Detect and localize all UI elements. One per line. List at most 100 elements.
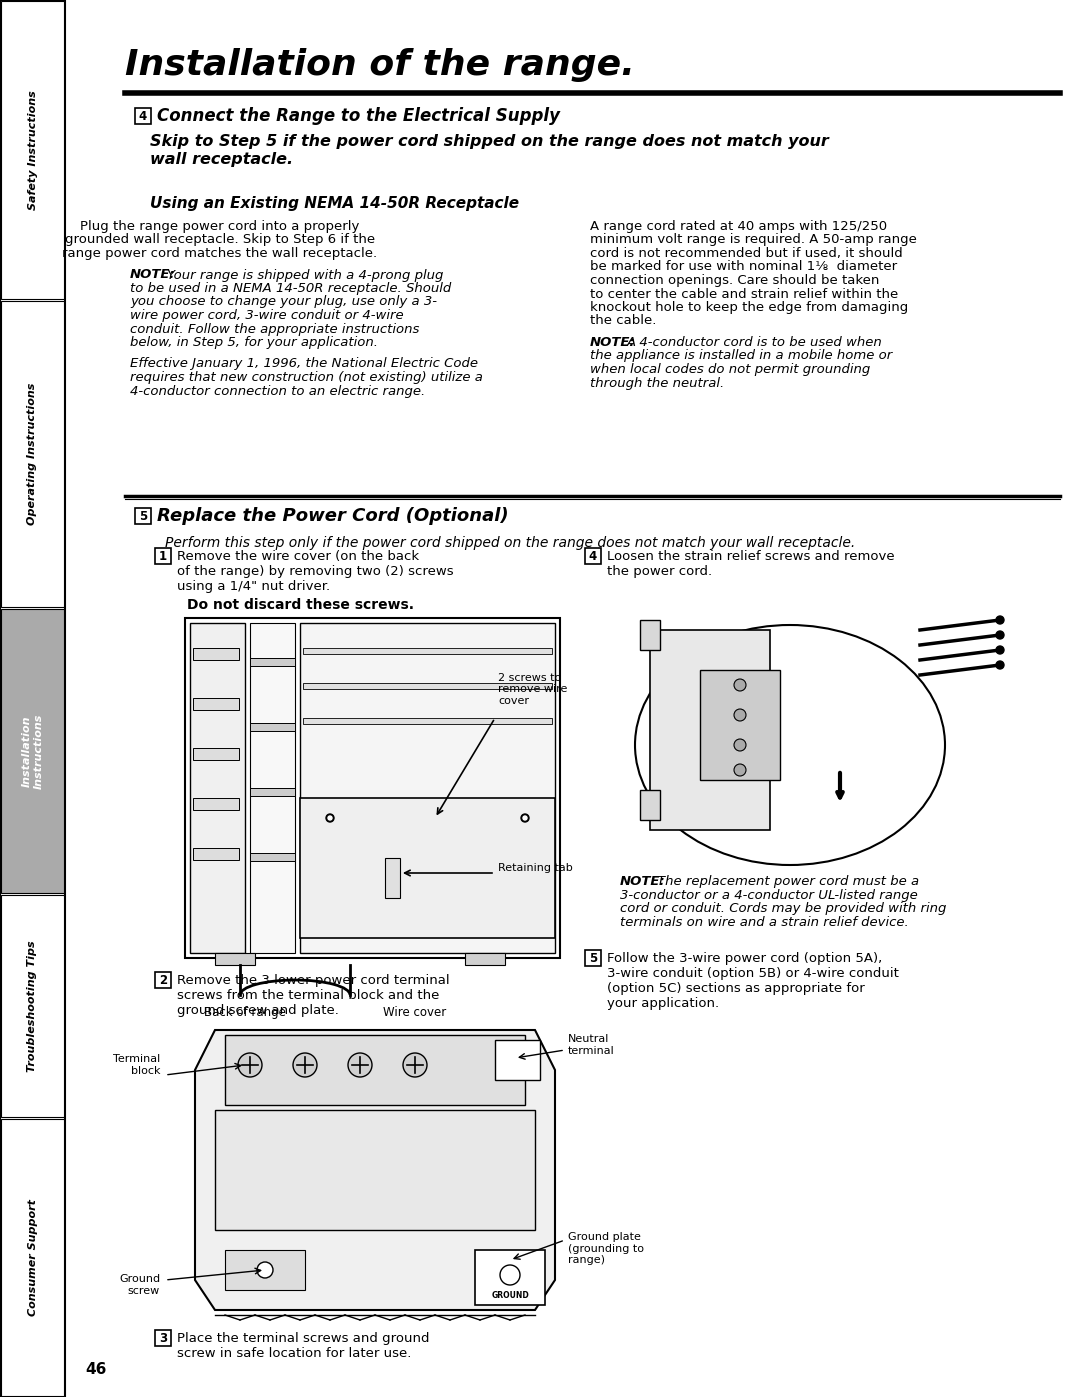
Circle shape [734,679,746,692]
Bar [585,950,600,965]
Circle shape [500,1266,519,1285]
Bar [700,671,780,780]
Bar [225,1035,525,1105]
Polygon shape [195,1030,555,1310]
Text: Your range is shipped with a 4-prong plug: Your range is shipped with a 4-prong plu… [167,268,444,282]
Text: to be used in a NEMA 14-50R receptacle. Should: to be used in a NEMA 14-50R receptacle. … [130,282,451,295]
Text: 4: 4 [589,549,597,563]
Bar [249,724,295,731]
Bar [156,972,171,988]
Text: through the neutral.: through the neutral. [590,377,725,390]
Text: The replacement power cord must be a: The replacement power cord must be a [657,875,919,888]
Bar [303,718,552,724]
Text: Effective January 1, 1996, the National Electric Code: Effective January 1, 1996, the National … [130,358,478,370]
Text: 4-conductor connection to an electric range.: 4-conductor connection to an electric ra… [130,384,426,398]
Text: Wire cover: Wire cover [383,1006,447,1018]
Bar [193,648,239,659]
Text: knockout hole to keep the edge from damaging: knockout hole to keep the edge from dama… [590,300,908,314]
Bar [1,895,64,1116]
Bar [193,747,239,760]
Bar [249,854,295,861]
Text: Ground
screw: Ground screw [119,1274,160,1296]
Bar [300,798,555,937]
Text: Loosen the strain relief screws and remove
the power cord.: Loosen the strain relief screws and remo… [607,550,894,578]
Text: cord or conduit. Cords may be provided with ring: cord or conduit. Cords may be provided w… [620,902,946,915]
Bar [215,953,255,965]
Circle shape [734,764,746,775]
Text: NOTE:: NOTE: [620,875,665,888]
Text: Connect the Range to the Electrical Supply: Connect the Range to the Electrical Supp… [157,108,561,124]
Text: grounded wall receptacle. Skip to Step 6 if the: grounded wall receptacle. Skip to Step 6… [65,233,375,246]
Bar [135,108,151,124]
Circle shape [734,739,746,752]
Text: A 4-conductor cord is to be used when: A 4-conductor cord is to be used when [627,337,882,349]
Circle shape [238,1053,262,1077]
Text: Retaining tab: Retaining tab [498,863,572,873]
Bar [650,630,770,830]
Text: terminals on wire and a strain relief device.: terminals on wire and a strain relief de… [620,915,908,929]
Bar [193,698,239,710]
Text: requires that new construction (not existing) utilize a: requires that new construction (not exis… [130,372,483,384]
Text: be marked for use with nominal 1⅛  diameter: be marked for use with nominal 1⅛ diamet… [590,260,897,274]
Text: Back of range: Back of range [204,1006,286,1018]
Circle shape [996,645,1004,654]
Bar [640,620,660,650]
Text: Remove the wire cover (on the back
of the range) by removing two (2) screws
usin: Remove the wire cover (on the back of th… [177,550,454,592]
Text: wire power cord, 3-wire conduit or 4-wire: wire power cord, 3-wire conduit or 4-wir… [130,309,404,321]
Bar [1,1119,64,1396]
Text: minimum volt range is required. A 50-amp range: minimum volt range is required. A 50-amp… [590,233,917,246]
Bar [193,798,239,810]
Bar [384,858,400,898]
Bar [249,623,295,953]
Text: 5: 5 [139,510,147,522]
Bar [640,789,660,820]
Bar [495,1039,540,1080]
Text: Troubleshooting Tips: Troubleshooting Tips [27,940,38,1071]
Text: the appliance is installed in a mobile home or: the appliance is installed in a mobile h… [590,349,892,362]
Text: 4: 4 [139,109,147,123]
Circle shape [523,816,527,820]
Text: when local codes do not permit grounding: when local codes do not permit grounding [590,363,870,376]
Bar [156,548,171,564]
Bar [465,953,505,965]
Bar [225,1250,305,1289]
Circle shape [996,661,1004,669]
Text: you choose to change your plug, use only a 3-: you choose to change your plug, use only… [130,296,437,309]
Circle shape [348,1053,372,1077]
Text: Skip to Step 5 if the power cord shipped on the range does not match your: Skip to Step 5 if the power cord shipped… [150,134,828,149]
Text: A range cord rated at 40 amps with 125/250: A range cord rated at 40 amps with 125/2… [590,219,887,233]
Text: 46: 46 [85,1362,106,1377]
Circle shape [996,631,1004,638]
Text: 3: 3 [159,1331,167,1344]
Text: 3-conductor or a 4-conductor UL-listed range: 3-conductor or a 4-conductor UL-listed r… [620,888,918,901]
Bar [303,683,552,689]
Text: Safety Instructions: Safety Instructions [27,91,38,210]
Bar [249,658,295,666]
Text: below, in Step 5, for your application.: below, in Step 5, for your application. [130,337,378,349]
Circle shape [734,710,746,721]
Text: Remove the 3 lower power cord terminal
screws from the terminal block and the
gr: Remove the 3 lower power cord terminal s… [177,974,449,1017]
Text: Installation
Instructions: Installation Instructions [22,714,43,788]
Bar [300,623,555,953]
Circle shape [293,1053,318,1077]
Circle shape [257,1261,273,1278]
Text: connection openings. Care should be taken: connection openings. Care should be take… [590,274,879,286]
Text: to center the cable and strain relief within the: to center the cable and strain relief wi… [590,288,899,300]
Text: Neutral
terminal: Neutral terminal [568,1034,615,1056]
Circle shape [996,616,1004,624]
Text: Do not discard these screws.: Do not discard these screws. [187,598,414,612]
Text: range power cord matches the wall receptacle.: range power cord matches the wall recept… [63,247,378,260]
Text: NOTE:: NOTE: [130,268,176,282]
Bar [190,623,245,953]
Text: cord is not recommended but if used, it should: cord is not recommended but if used, it … [590,247,903,260]
Text: the cable.: the cable. [590,314,657,327]
Text: Using an Existing NEMA 14-50R Receptacle: Using an Existing NEMA 14-50R Receptacle [150,196,519,211]
Bar [1,1,64,299]
Bar [215,1111,535,1229]
Text: Place the terminal screws and ground
screw in safe location for later use.: Place the terminal screws and ground scr… [177,1331,430,1361]
Text: Perform this step only if the power cord shipped on the range does not match you: Perform this step only if the power cord… [165,536,855,550]
Circle shape [328,816,332,820]
Text: Ground plate
(grounding to
range): Ground plate (grounding to range) [568,1232,644,1266]
Bar [135,509,151,524]
Text: conduit. Follow the appropriate instructions: conduit. Follow the appropriate instruct… [130,323,419,335]
